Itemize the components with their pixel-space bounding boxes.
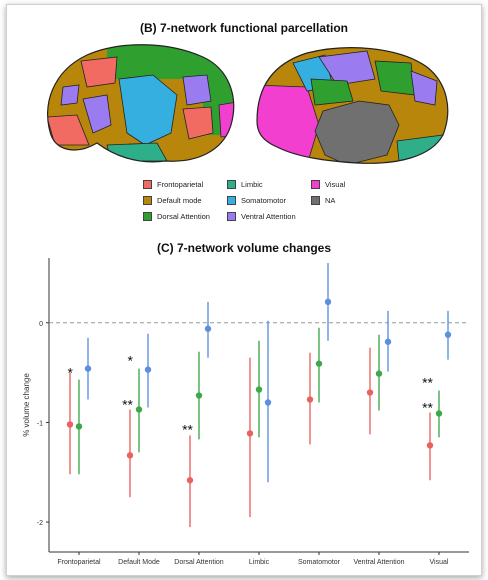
data-point xyxy=(306,396,314,403)
x-tick-label: Somatomotor xyxy=(298,559,341,566)
network-legend: Frontoparietal Default mode Dorsal Atten… xyxy=(143,180,373,230)
data-point xyxy=(426,442,434,449)
legend-swatch xyxy=(227,212,236,221)
legend-label: Frontoparietal xyxy=(157,180,204,189)
data-point xyxy=(204,325,212,332)
brain-renderings xyxy=(47,44,449,164)
data-point xyxy=(384,338,392,345)
legend-item: Dorsal Attention xyxy=(143,212,210,221)
panel-b-title: (B) 7-network functional parcellation xyxy=(139,21,349,35)
legend-swatch xyxy=(227,196,236,205)
data-point xyxy=(444,331,452,338)
legend-item: Visual xyxy=(311,180,345,189)
legend-label: Visual xyxy=(325,180,346,189)
significance-marker: * xyxy=(68,365,74,381)
legend-item: Ventral Attention xyxy=(227,212,296,221)
y-tick-label: -2 xyxy=(37,520,43,527)
significance-marker: ** xyxy=(422,375,433,391)
y-tick-label: 0 xyxy=(39,321,43,328)
legend-swatch xyxy=(143,212,152,221)
significance-marker: ** xyxy=(122,397,133,413)
data-point xyxy=(366,389,374,396)
legend-label: Limbic xyxy=(241,180,263,189)
panel-c-title: (C) 7-network volume changes xyxy=(156,241,332,255)
x-tick-label: Frontoparietal xyxy=(57,559,101,566)
right-hemisphere xyxy=(257,47,448,164)
left-hemisphere xyxy=(47,44,234,162)
legend-item: Frontoparietal xyxy=(143,180,203,189)
data-point xyxy=(255,386,263,393)
data-point xyxy=(75,423,83,430)
data-point xyxy=(186,477,194,484)
data-point xyxy=(246,430,254,437)
data-point xyxy=(126,452,134,459)
data-point xyxy=(435,410,443,417)
x-tick-label: Dorsal Attention xyxy=(174,559,224,566)
data-point xyxy=(324,298,332,306)
legend-swatch xyxy=(311,180,320,189)
x-tick-label: Visual xyxy=(430,559,449,566)
legend-item: Limbic xyxy=(227,180,263,189)
legend-label: Ventral Attention xyxy=(241,212,296,221)
data-point xyxy=(84,365,92,372)
y-axis-label: % volume change xyxy=(22,373,31,437)
data-point xyxy=(315,360,323,367)
legend-item: Somatomotor xyxy=(227,196,286,205)
significance-marker: * xyxy=(128,353,134,369)
significance-marker: ** xyxy=(422,399,433,415)
data-point xyxy=(66,421,74,428)
x-tick-label: Default Mode xyxy=(118,559,160,566)
legend-label: Somatomotor xyxy=(241,196,287,205)
figure-frame: (B) 7-network functional parcellation xyxy=(6,4,482,576)
significance-marker: ** xyxy=(182,421,193,437)
legend-item: NA xyxy=(311,196,335,205)
y-tick-label: -1 xyxy=(37,420,43,427)
data-point xyxy=(264,399,272,406)
legend-label: NA xyxy=(325,196,336,205)
x-tick-label: Ventral Attention xyxy=(354,559,405,566)
legend-label: Dorsal Attention xyxy=(157,212,210,221)
legend-item: Default mode xyxy=(143,196,202,205)
data-point xyxy=(135,406,143,413)
volume-change-chart: -2 -1 0 % volume change Frontoparietal Defaul… xyxy=(22,258,469,566)
legend-swatch xyxy=(143,196,152,205)
legend-label: Default mode xyxy=(157,196,202,205)
legend-swatch xyxy=(143,180,152,189)
data-point xyxy=(144,366,152,373)
legend-swatch xyxy=(227,180,236,189)
legend-swatch xyxy=(311,196,320,205)
data-point xyxy=(375,370,383,377)
data-point xyxy=(195,392,203,399)
x-tick-label: Limbic xyxy=(249,559,270,566)
